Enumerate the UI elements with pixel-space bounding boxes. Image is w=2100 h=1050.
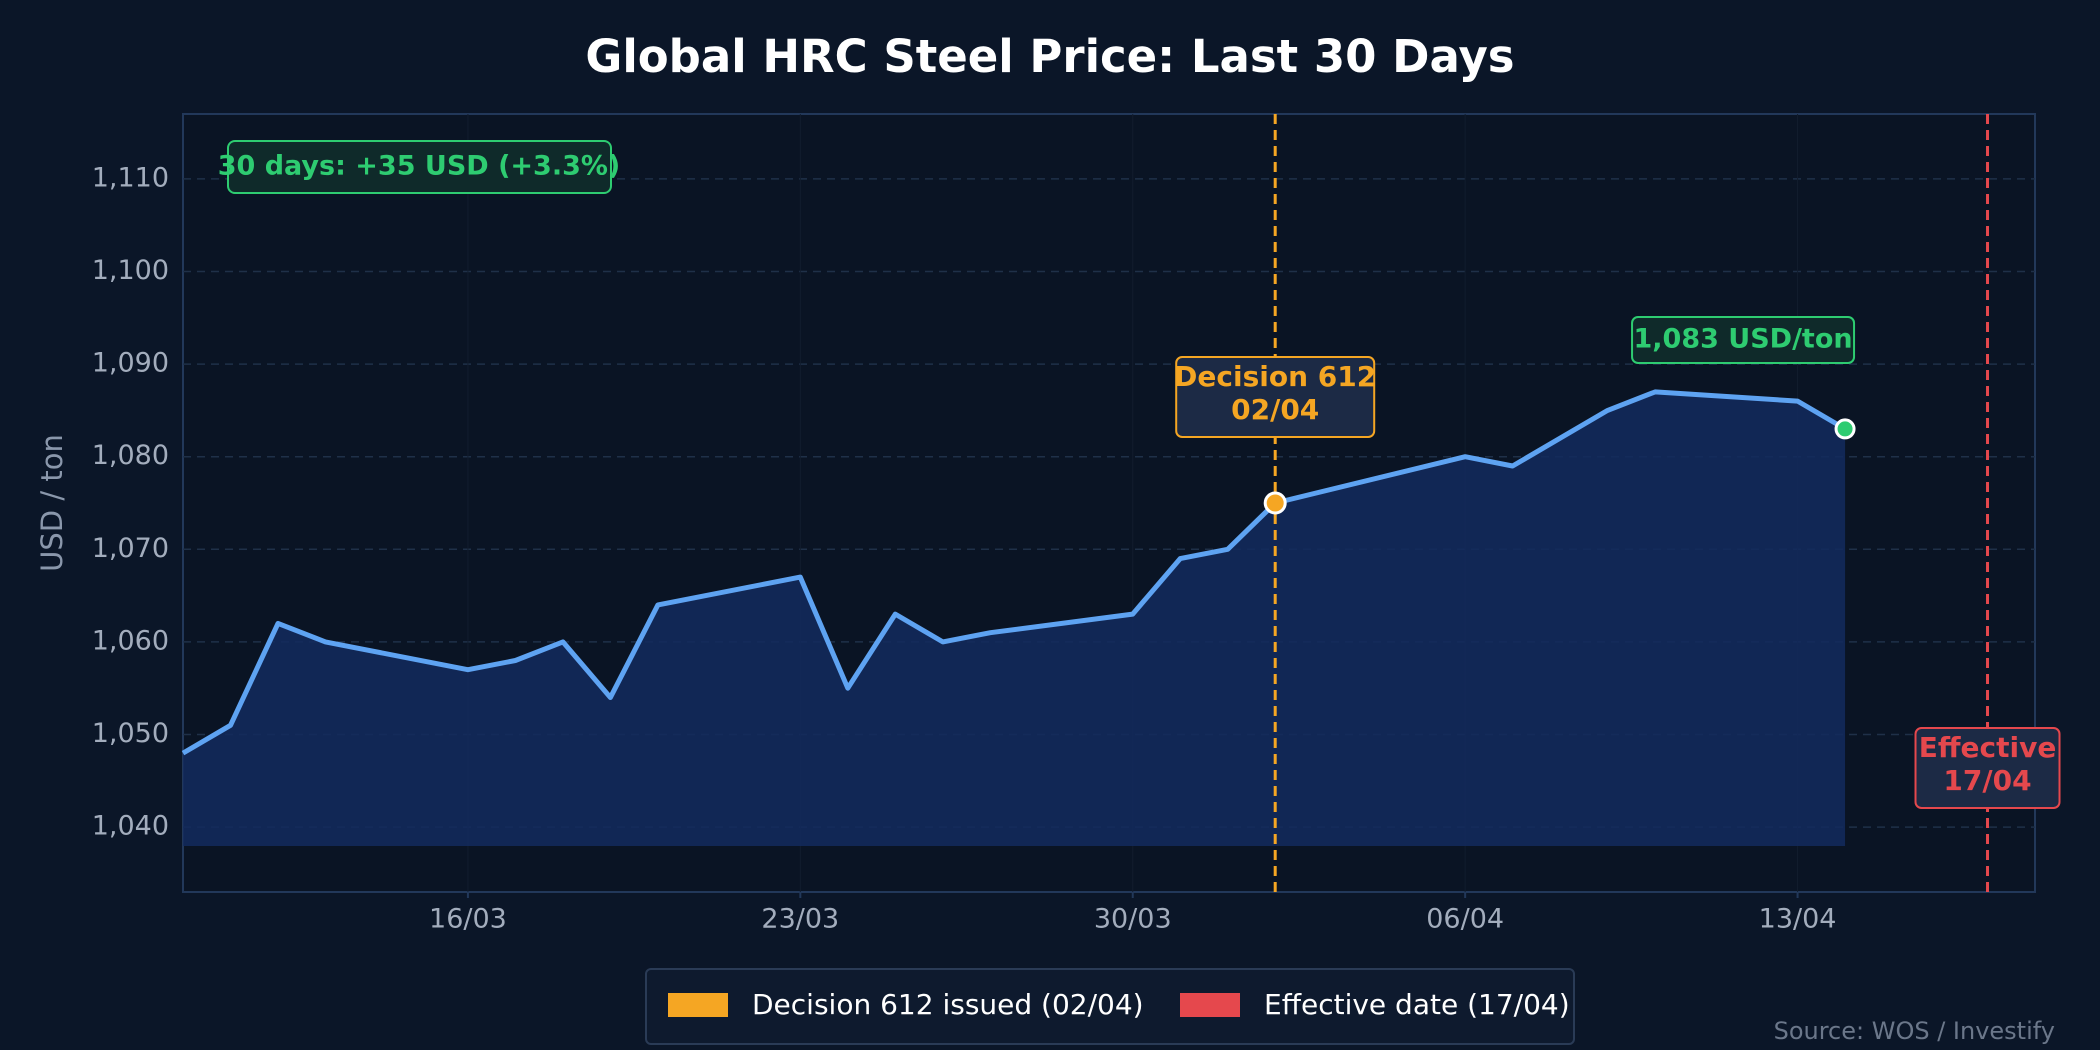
last-value-label: 1,083 USD/ton	[1633, 324, 1852, 355]
event-point	[1263, 491, 1287, 515]
event-label: 17/04	[1943, 764, 2031, 797]
line	[181, 389, 1847, 756]
legend-swatch	[1180, 993, 1240, 1017]
y-tick-label: 1,040	[92, 811, 169, 842]
legend-label: Decision 612 issued (02/04)	[752, 988, 1144, 1021]
area	[183, 391, 1846, 846]
source: Source: WOS / Investify	[1774, 1017, 2055, 1045]
summary: 30 days: +35 USD (+3.3%)	[218, 151, 621, 182]
legend-swatch	[668, 993, 728, 1017]
chart-title: Global HRC Steel Price: Last 30 Days	[585, 30, 1514, 83]
event-label: Effective	[1919, 731, 2057, 764]
legend	[645, 968, 1575, 1045]
y-tick-label: 1,060	[92, 625, 169, 656]
last-point	[1834, 418, 1856, 440]
y-tick-label: 1,080	[92, 440, 169, 471]
y-tick-label: 1,050	[92, 718, 169, 749]
x-tick-label: 23/03	[761, 904, 839, 935]
event-box	[1175, 356, 1376, 438]
x-tick-label: 30/03	[1094, 904, 1172, 935]
y-tick-label: 1,110	[92, 162, 169, 193]
x-tick-label: 13/04	[1759, 904, 1837, 935]
y-tick-label: 1,070	[92, 533, 169, 564]
summary-box	[227, 140, 612, 194]
y-tick-label: 1,100	[92, 255, 169, 286]
event-box	[1914, 727, 2061, 809]
annotation-box	[1631, 316, 1856, 364]
event-label: Decision 612	[1174, 360, 1376, 393]
y-tick-label: 1,090	[92, 348, 169, 379]
legend-label: Effective date (17/04)	[1264, 988, 1570, 1021]
x-tick-label: 16/03	[429, 904, 507, 935]
event-label: 02/04	[1231, 393, 1319, 426]
y-axis-label: USD / ton	[35, 434, 69, 572]
x-tick-label: 06/04	[1426, 904, 1504, 935]
